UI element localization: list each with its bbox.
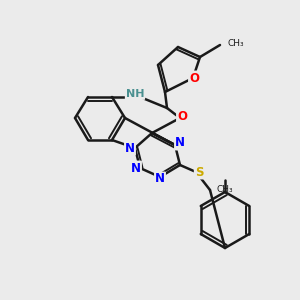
Text: O: O (189, 71, 199, 85)
Text: CH₃: CH₃ (217, 185, 233, 194)
Text: CH₃: CH₃ (228, 40, 244, 49)
Text: N: N (131, 161, 141, 175)
Text: O: O (177, 110, 187, 122)
Text: N: N (175, 136, 185, 149)
Text: N: N (155, 172, 165, 185)
Text: NH: NH (126, 89, 144, 99)
Text: N: N (125, 142, 135, 154)
Text: S: S (195, 166, 203, 178)
